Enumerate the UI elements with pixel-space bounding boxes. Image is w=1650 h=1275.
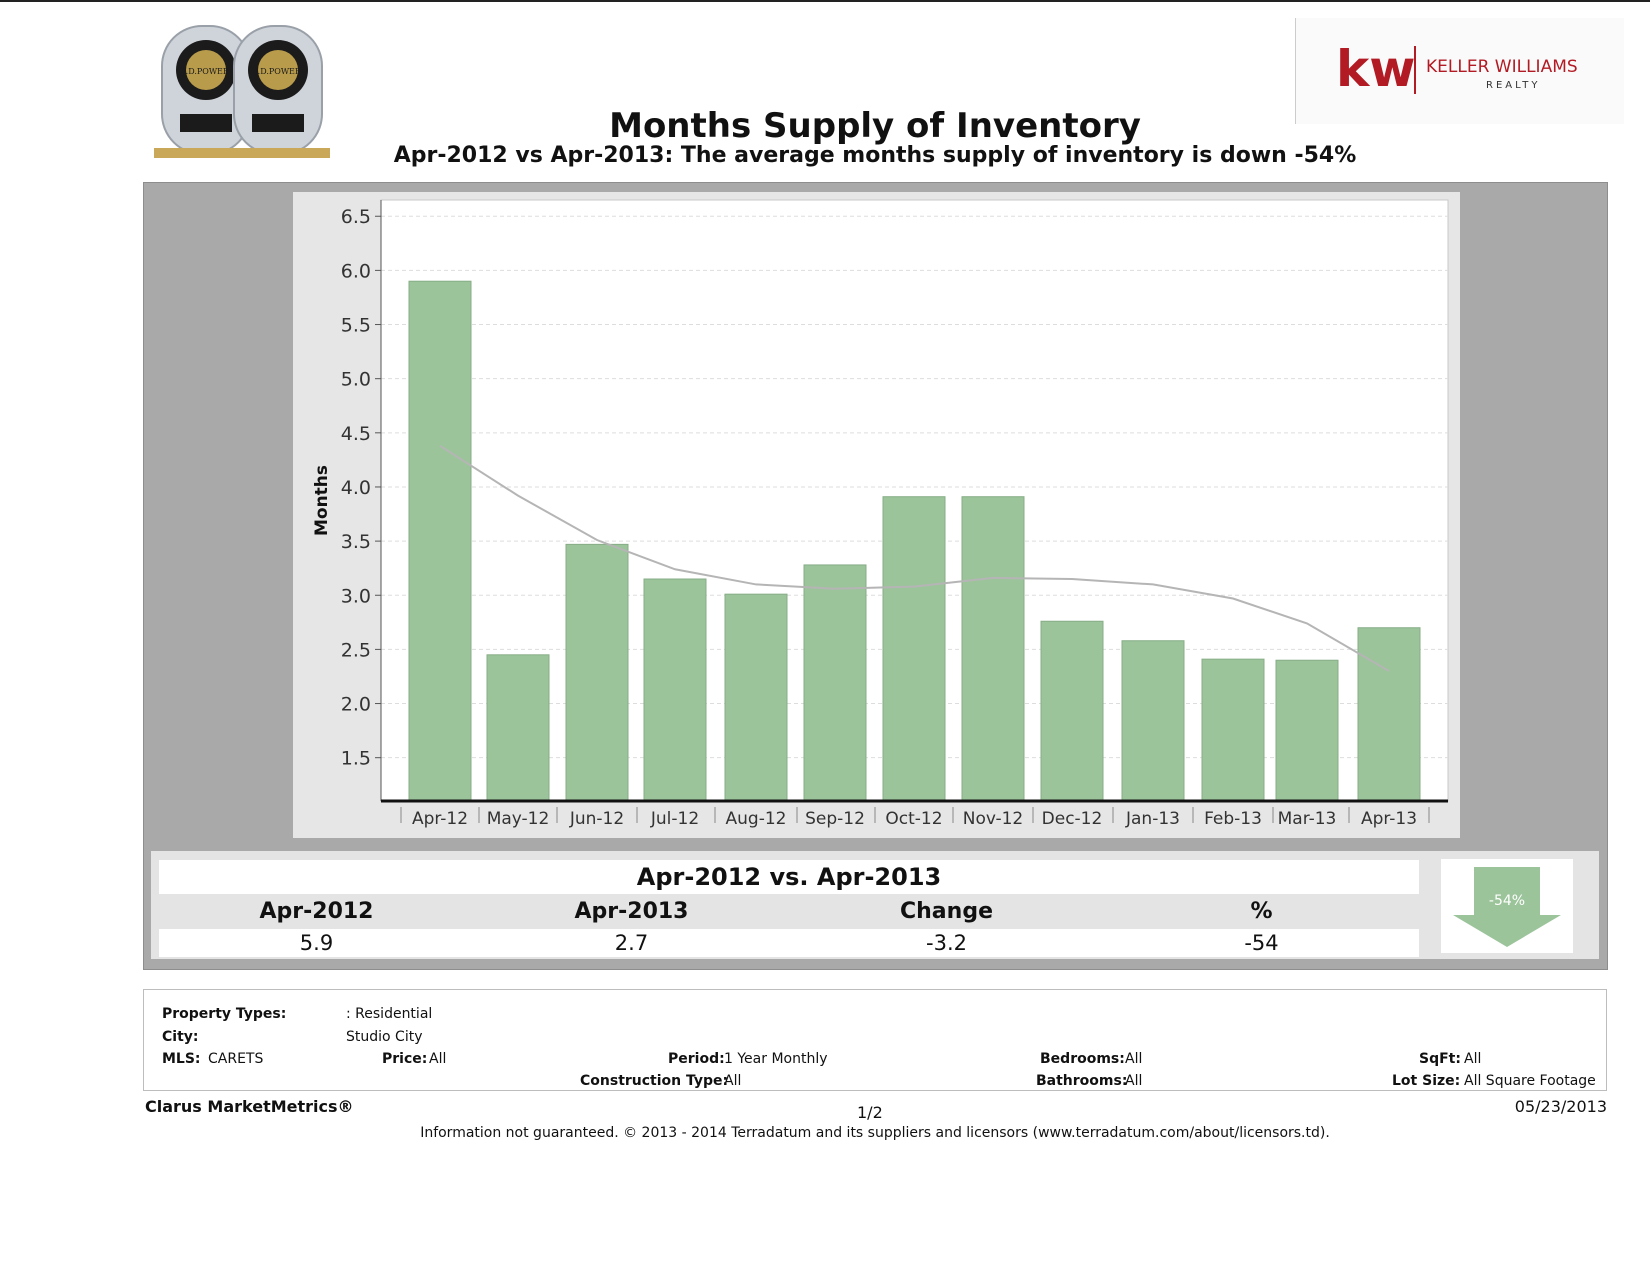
page-subtitle: Apr-2012 vs Apr-2013: The average months…: [393, 143, 1357, 168]
bathrooms-value: All: [1125, 1073, 1143, 1089]
x-tick-label: Oct-12: [885, 809, 942, 829]
change-badge-text: -54%: [1489, 893, 1525, 909]
bar: [961, 496, 1025, 802]
summary-value-apr2013: 2.7: [614, 931, 649, 955]
page-number: 1/2: [857, 1103, 883, 1122]
price-label: Price:: [382, 1051, 428, 1067]
x-tick-label: May-12: [487, 809, 550, 829]
y-tick-label: 6.0: [341, 260, 371, 282]
construction-type-label: Construction Type:: [580, 1073, 729, 1089]
lot-size-value: All Square Footage: [1464, 1073, 1596, 1089]
price-value: All: [429, 1051, 447, 1067]
bedrooms-label: Bedrooms:: [1040, 1051, 1125, 1067]
period-value: 1 Year Monthly: [724, 1051, 828, 1067]
x-tick-label: Dec-12: [1042, 809, 1103, 829]
sqft-value: All: [1464, 1051, 1482, 1067]
bar: [803, 564, 867, 802]
x-tick-label: Feb-13: [1204, 809, 1262, 829]
y-tick-label: 4.5: [341, 423, 371, 445]
change-badge: -54%: [1441, 859, 1573, 953]
bar: [1357, 627, 1421, 802]
summary-header-percent: %: [1250, 899, 1273, 924]
summary-title: Apr-2012 vs. Apr-2013: [159, 860, 1419, 894]
down-arrow-icon: -54%: [1453, 867, 1561, 947]
summary-header-apr2012: Apr-2012: [259, 899, 374, 924]
report-criteria: Property Types: : Residential City: Stud…: [143, 989, 1607, 1091]
bedrooms-value: All: [1125, 1051, 1143, 1067]
y-tick-label: 1.5: [341, 748, 371, 770]
mls-value: CARETS: [208, 1051, 264, 1067]
page-title: Months Supply of Inventory: [609, 106, 1141, 146]
bar: [486, 654, 550, 802]
bathrooms-label: Bathrooms:: [1036, 1073, 1128, 1089]
city-value: Studio City: [346, 1029, 423, 1045]
mls-label: MLS:: [162, 1051, 201, 1067]
top-rule: [0, 0, 1650, 2]
x-tick-label: Jul-12: [650, 809, 699, 829]
y-tick-label: 4.0: [341, 477, 371, 499]
award-text-1: J.D.POWER: [182, 67, 230, 76]
keller-williams-logo: kw KELLER WILLIAMS REALTY: [1336, 40, 1578, 98]
bar-chart: 1.5 2.0 2.5 3.0 3.5 4.0 4.5 5.0 5.5 6.0 6.5 Months A…: [312, 199, 1449, 829]
sqft-label: SqFt:: [1419, 1051, 1461, 1067]
x-tick-label: Aug-12: [726, 809, 787, 829]
lot-size-label: Lot Size:: [1392, 1073, 1461, 1089]
trend-line: [439, 444, 1390, 672]
y-tick-label: 2.5: [341, 639, 371, 661]
construction-type-value: All: [724, 1073, 742, 1089]
y-tick-label: 2.0: [341, 694, 371, 716]
bar: [1201, 658, 1265, 802]
y-axis-label: Months: [312, 465, 332, 536]
bar: [1040, 620, 1104, 802]
report-date: 05/23/2013: [1514, 1097, 1607, 1116]
summary-header-apr2013: Apr-2013: [574, 899, 689, 924]
x-tick-label: Apr-12: [412, 809, 468, 829]
bar: [724, 593, 788, 802]
y-tick-label: 5.0: [341, 369, 371, 391]
y-tick-label: 3.0: [341, 585, 371, 607]
chart-area: 1.5 2.0 2.5 3.0 3.5 4.0 4.5 5.0 5.5 6.0 6.5 Months A…: [293, 192, 1460, 838]
brand-logo-box: kw KELLER WILLIAMS REALTY: [1295, 18, 1624, 124]
property-types-value: : Residential: [346, 1006, 433, 1022]
y-tick-label: 5.5: [341, 315, 371, 337]
disclaimer: Information not guaranteed. © 2013 - 201…: [420, 1125, 1330, 1141]
summary-value-percent: -54: [1244, 931, 1279, 955]
brand-name: KELLER WILLIAMS: [1426, 57, 1578, 77]
brand-mark: kw: [1336, 40, 1415, 98]
bar: [1121, 640, 1185, 802]
x-tick-label: Apr-13: [1361, 809, 1417, 829]
brand-sub: REALTY: [1486, 80, 1541, 91]
x-tick-label: Sep-12: [805, 809, 865, 829]
x-tick-label: Mar-13: [1278, 809, 1337, 829]
footer-brand: Clarus MarketMetrics®: [145, 1097, 354, 1116]
period-label: Period:: [668, 1051, 725, 1067]
bar: [565, 543, 629, 802]
x-tick-label: Jan-13: [1125, 809, 1180, 829]
summary-header-change: Change: [900, 899, 993, 924]
x-tick-label: Jun-12: [569, 809, 624, 829]
summary-values-row: 5.9 2.7 -3.2 -54: [159, 929, 1419, 957]
property-types-label: Property Types:: [162, 1006, 287, 1022]
y-tick-label: 3.5: [341, 531, 371, 553]
x-tick-label: Nov-12: [963, 809, 1024, 829]
city-label: City:: [162, 1029, 199, 1045]
bar: [1275, 659, 1339, 802]
bar: [408, 280, 472, 802]
award-text-2: J.D.POWER: [254, 67, 302, 76]
summary-table: Apr-2012 vs. Apr-2013 Apr-2012 Apr-2013 …: [151, 851, 1599, 959]
jd-power-award-logo: J.D.POWER J.D.POWER: [154, 25, 330, 158]
bar: [643, 578, 707, 802]
bar: [882, 496, 946, 802]
summary-value-change: -3.2: [926, 931, 967, 955]
y-tick-label: 6.5: [341, 206, 371, 228]
summary-value-apr2012: 5.9: [299, 931, 334, 955]
